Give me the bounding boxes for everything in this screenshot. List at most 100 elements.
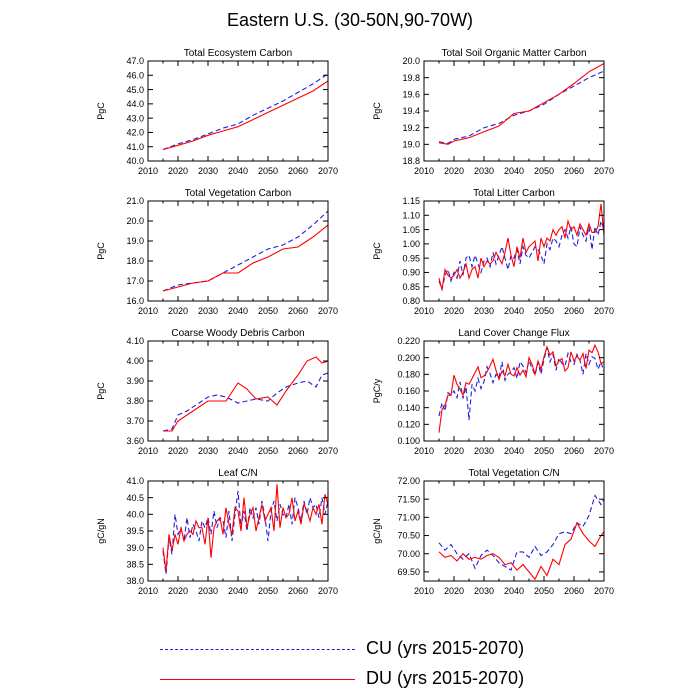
- y-tick-label: 1.00: [402, 239, 420, 249]
- x-tick-label: 2020: [168, 306, 188, 316]
- x-tick-label: 2030: [474, 306, 494, 316]
- y-tick-label: 21.0: [126, 196, 144, 206]
- y-axis-label: PgC: [372, 242, 382, 260]
- chart-panel-7: Leaf C/N 2010 2020 2030 2040 2050 2060 2070 38.0…: [96, 468, 338, 596]
- y-tick-label: 0.120: [397, 420, 420, 430]
- x-tick-label: 2040: [228, 306, 248, 316]
- panel-title: Total Vegetation C/N: [468, 468, 559, 479]
- y-tick-label: 19.4: [402, 106, 420, 116]
- y-tick-label: 0.85: [402, 282, 420, 292]
- series-line-du: [438, 521, 604, 581]
- y-tick-label: 45.0: [126, 85, 144, 95]
- x-tick-label: 2030: [474, 586, 494, 596]
- y-tick-label: 69.50: [397, 567, 420, 577]
- series-line-du: [438, 203, 604, 290]
- y-tick-label: 70.00: [397, 549, 420, 559]
- y-tick-label: 0.90: [402, 268, 420, 278]
- chart-panel-8: Total Vegetation C/N 2010 2020 2030 2040 2050…: [372, 468, 614, 596]
- legend-label-cu: CU (yrs 2015-2070): [366, 638, 525, 658]
- x-tick-label: 2030: [474, 446, 494, 456]
- y-tick-label: 40.0: [126, 156, 144, 166]
- series-line-du: [162, 80, 328, 151]
- x-tick-label: 2020: [168, 166, 188, 176]
- y-axis-label: PgC: [96, 242, 106, 260]
- x-tick-label: 2050: [534, 586, 554, 596]
- panel-title: Coarse Woody Debris Carbon: [171, 328, 304, 339]
- x-tick-label: 2010: [138, 586, 158, 596]
- x-tick-label: 2040: [504, 586, 524, 596]
- x-tick-label: 2010: [138, 446, 158, 456]
- y-tick-label: 39.5: [126, 526, 144, 536]
- y-tick-label: 43.0: [126, 113, 144, 123]
- x-tick-label: 2040: [228, 586, 248, 596]
- x-tick-label: 2040: [504, 446, 524, 456]
- x-tick-label: 2060: [288, 306, 308, 316]
- legend-line-du: [160, 679, 355, 680]
- y-tick-label: 19.8: [402, 73, 420, 83]
- y-tick-label: 0.140: [397, 403, 420, 413]
- y-tick-label: 0.80: [402, 296, 420, 306]
- y-tick-label: 3.70: [126, 416, 144, 426]
- x-tick-label: 2010: [414, 166, 434, 176]
- x-tick-label: 2050: [258, 306, 278, 316]
- y-tick-label: 46.0: [126, 70, 144, 80]
- y-axis-label: gC/gN: [372, 518, 382, 544]
- chart-panel-2: Total Soil Organic Matter Carbon 2010 2020…: [372, 48, 614, 176]
- y-tick-label: 16.0: [126, 296, 144, 306]
- series-line-du: [438, 343, 604, 433]
- x-tick-label: 2070: [594, 166, 614, 176]
- x-tick-label: 2060: [288, 586, 308, 596]
- x-tick-label: 2060: [564, 306, 584, 316]
- y-tick-label: 38.0: [126, 576, 144, 586]
- y-tick-label: 71.50: [397, 494, 420, 504]
- y-tick-label: 0.180: [397, 370, 420, 380]
- series-line-cu: [162, 73, 328, 151]
- series-line-du: [163, 356, 328, 432]
- x-tick-label: 2060: [564, 166, 584, 176]
- plot-frame: [423, 60, 605, 162]
- y-axis-label: PgC/y: [372, 378, 382, 403]
- x-tick-label: 2020: [444, 446, 464, 456]
- y-tick-label: 18.0: [126, 256, 144, 266]
- y-tick-label: 70.50: [397, 531, 420, 541]
- panel-title: Total Litter Carbon: [473, 188, 555, 199]
- x-tick-label: 2050: [534, 166, 554, 176]
- x-tick-label: 2030: [474, 166, 494, 176]
- x-tick-label: 2010: [414, 306, 434, 316]
- panel-title: Total Soil Organic Matter Carbon: [441, 48, 586, 59]
- y-tick-label: 0.160: [397, 386, 420, 396]
- x-tick-label: 2050: [258, 586, 278, 596]
- y-tick-label: 1.05: [402, 225, 420, 235]
- x-tick-label: 2070: [594, 446, 614, 456]
- x-tick-label: 2030: [198, 586, 218, 596]
- series-line-cu: [438, 218, 604, 292]
- series-line-cu: [162, 372, 328, 432]
- y-tick-label: 0.100: [397, 436, 420, 446]
- x-tick-label: 2070: [318, 306, 338, 316]
- panel-title: Land Cover Change Flux: [458, 328, 569, 339]
- y-tick-label: 19.6: [402, 90, 420, 100]
- x-tick-label: 2070: [318, 586, 338, 596]
- series-line-cu: [438, 70, 604, 145]
- y-axis-label: PgC: [96, 102, 106, 120]
- x-tick-label: 2030: [198, 446, 218, 456]
- x-tick-label: 2020: [168, 446, 188, 456]
- plot-frame: [423, 200, 605, 302]
- y-tick-label: 0.200: [397, 353, 420, 363]
- y-tick-label: 4.00: [126, 356, 144, 366]
- y-tick-label: 44.0: [126, 99, 144, 109]
- x-tick-label: 2040: [228, 166, 248, 176]
- legend-label-du: DU (yrs 2015-2070): [366, 668, 525, 688]
- y-tick-label: 19.0: [402, 140, 420, 150]
- chart-panel-5: Coarse Woody Debris Carbon 2010 2020 2030 20…: [96, 328, 338, 456]
- x-tick-label: 2060: [564, 446, 584, 456]
- x-tick-label: 2010: [138, 166, 158, 176]
- y-axis-label: PgC: [96, 382, 106, 400]
- x-tick-label: 2020: [168, 586, 188, 596]
- panel-title: Total Ecosystem Carbon: [184, 48, 292, 59]
- series-line-cu: [162, 210, 328, 292]
- x-tick-label: 2060: [564, 586, 584, 596]
- y-tick-label: 42.0: [126, 128, 144, 138]
- x-tick-label: 2030: [198, 166, 218, 176]
- y-tick-label: 19.2: [402, 123, 420, 133]
